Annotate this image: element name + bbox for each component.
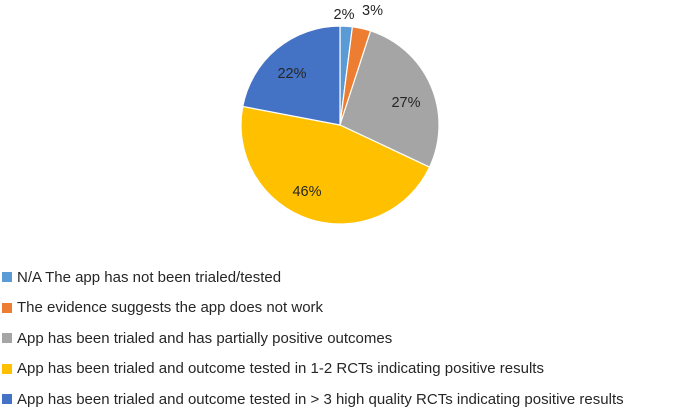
legend-item: App has been trialed and outcome tested …: [0, 354, 624, 385]
slice-value-label: 3%: [362, 3, 383, 19]
pie-chart: 2% 3% 27% 46% 22%: [240, 3, 440, 225]
legend-item: App has been trialed and has partially p…: [0, 323, 624, 354]
legend-swatch: [2, 272, 12, 283]
pie-slice: [242, 25, 341, 126]
legend-item: The evidence suggests the app does not w…: [0, 293, 624, 324]
legend-swatch: [2, 394, 12, 405]
slice-value-label: 46%: [292, 184, 321, 200]
slice-value-label: 22%: [277, 66, 306, 82]
legend-label: App has been trialed and has partially p…: [17, 329, 393, 347]
legend: N/A The app has not been trialed/tested …: [0, 262, 624, 415]
slice-value-label: 27%: [391, 95, 420, 111]
legend-label: App has been trialed and outcome tested …: [17, 390, 624, 408]
legend-label: App has been trialed and outcome tested …: [17, 360, 544, 378]
legend-swatch: [2, 333, 12, 344]
legend-swatch: [2, 302, 12, 313]
legend-item: App has been trialed and outcome tested …: [0, 384, 624, 415]
pie-slice: [240, 105, 431, 225]
slice-labels: 2% 3% 27% 46% 22%: [277, 3, 420, 200]
slice-value-label: 2%: [334, 7, 355, 23]
pie-slices: [240, 25, 440, 225]
legend-item: N/A The app has not been trialed/tested: [0, 262, 624, 293]
legend-label: N/A The app has not been trialed/tested: [17, 268, 282, 286]
legend-swatch: [2, 363, 12, 374]
pie-slice: [339, 30, 440, 168]
legend-label: The evidence suggests the app does not w…: [17, 299, 324, 317]
